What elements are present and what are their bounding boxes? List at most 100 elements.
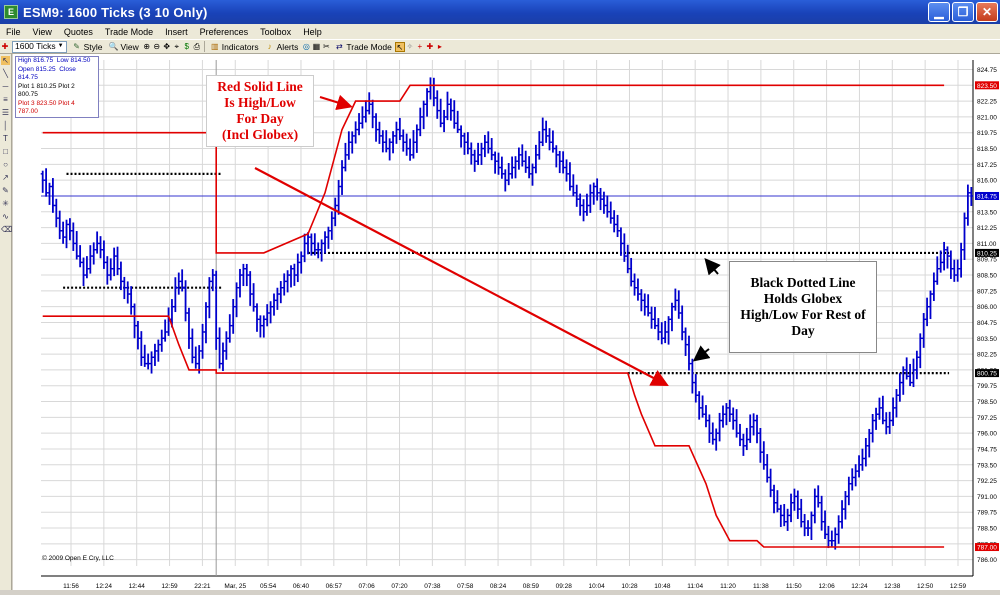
menu-help[interactable]: Help xyxy=(303,26,322,37)
gann-tool-icon[interactable]: ✳ xyxy=(2,199,9,208)
y-tick-label: 811.00 xyxy=(977,241,997,248)
menu-trade-mode[interactable]: Trade Mode xyxy=(104,26,154,37)
red-line-annotation: Red Solid Line Is High/Low For Day (Incl… xyxy=(206,75,314,147)
black-arrow-to-high xyxy=(704,257,721,276)
x-tick-label: 06:57 xyxy=(326,583,343,590)
zoom-in-icon[interactable]: ⊕ xyxy=(143,41,151,51)
scissors-icon[interactable]: ✂ xyxy=(323,41,330,51)
grid-icon[interactable]: ▦ xyxy=(312,41,321,51)
red-arrow-to-high xyxy=(319,94,353,111)
y-tick-label: 786.00 xyxy=(977,557,997,564)
channel-tool-icon[interactable]: ≡ xyxy=(3,95,8,104)
menu-insert[interactable]: Insert xyxy=(165,26,188,37)
y-tick-label: 809.75 xyxy=(977,257,997,264)
window-title: ESM9: 1600 Ticks (3 10 Only) xyxy=(23,4,208,20)
y-tick-label: 808.50 xyxy=(977,273,997,280)
ellipse-tool-icon[interactable]: ○ xyxy=(3,160,8,169)
x-tick-label: 07:06 xyxy=(359,583,376,590)
globe-icon[interactable]: ◎ xyxy=(302,41,310,51)
cycle-tool-icon[interactable]: ∿ xyxy=(2,212,9,221)
price-flag xyxy=(975,248,999,257)
price-flag-label: 800.75 xyxy=(977,371,997,378)
trade-mode-button[interactable]: ⇄ Trade Mode xyxy=(331,40,395,53)
pin-icon[interactable]: ✚ xyxy=(1,41,9,51)
fib-tool-icon[interactable]: ☰ xyxy=(1,108,10,117)
interval-label: 1600 Ticks xyxy=(15,41,56,51)
x-tick-label: 06:40 xyxy=(293,583,310,590)
menu-view[interactable]: View xyxy=(32,26,52,37)
menu-toolbox[interactable]: Toolbox xyxy=(260,26,292,37)
cross-icon[interactable]: + xyxy=(417,41,423,51)
star-icon[interactable]: ✧ xyxy=(406,41,414,51)
y-tick-label: 793.50 xyxy=(977,462,997,469)
y-tick-label: 822.25 xyxy=(977,99,997,106)
y-tick-label: 807.25 xyxy=(977,288,997,295)
data-row-plot34: Plot 3 823.50 Plot 4 787.00 xyxy=(18,99,75,116)
alerts-label: Alerts xyxy=(276,41,299,52)
y-tick-label: 821.00 xyxy=(977,114,997,121)
price-flag xyxy=(975,191,999,200)
black-line-annotation: Black Dotted Line Holds Globex High/Low … xyxy=(729,261,877,353)
x-tick-label: 11:50 xyxy=(786,583,802,590)
zoom-icon: 🔍 xyxy=(108,41,119,51)
close-button[interactable]: ✕ xyxy=(976,2,998,22)
y-tick-label: 816.00 xyxy=(977,178,997,185)
crosshair-red-icon[interactable]: ✚ xyxy=(426,41,434,51)
eraser-tool-icon[interactable]: ⌫ xyxy=(1,225,13,234)
zoom-out-icon[interactable]: ⊖ xyxy=(153,41,161,51)
y-tick-label: 788.50 xyxy=(977,526,997,533)
x-tick-label: 12:59 xyxy=(950,583,967,590)
price-flag xyxy=(975,81,999,90)
indicators-icon: ▥ xyxy=(211,41,219,51)
x-tick-label: 10:04 xyxy=(588,583,605,590)
x-tick-label: 12:38 xyxy=(884,583,901,590)
dollar-icon[interactable]: $ xyxy=(184,41,189,51)
y-tick-label: 799.75 xyxy=(977,383,997,390)
cursor-icon[interactable]: ↖ xyxy=(394,41,405,52)
price-flag-label: 814.75 xyxy=(977,193,997,200)
y-tick-label: 819.75 xyxy=(977,130,997,137)
x-tick-label: 12:59 xyxy=(161,583,178,590)
x-tick-label: 07:58 xyxy=(457,583,474,590)
x-tick-label: Mar, 25 xyxy=(224,583,246,590)
drawing-tools-sidebar: ↖ ╲ ─ ≡ ☰ │ T □ ○ ↗ ✎ ✳ ∿ ⌫ xyxy=(0,54,12,590)
price-chart[interactable]: 824.75 823.50 822.25 821.00 819.75 818.50 817.… xyxy=(13,54,1000,590)
restore-button[interactable]: ❐ xyxy=(952,2,974,22)
pencil-tool-icon[interactable]: ✎ xyxy=(2,186,9,195)
rect-tool-icon[interactable]: □ xyxy=(3,147,8,156)
menu-file[interactable]: File xyxy=(6,26,21,37)
y-tick-label: 818.50 xyxy=(977,146,997,153)
toolbar-divider xyxy=(203,41,205,52)
red-arrow-to-low xyxy=(254,167,669,387)
title-bar: E ESM9: 1600 Ticks (3 10 Only) ▁ ❐ ✕ xyxy=(0,0,1000,24)
arrow-tool-icon[interactable]: ↗ xyxy=(2,173,9,182)
y-tick-label: 813.50 xyxy=(977,209,997,216)
alerts-button[interactable]: ♪ Alerts xyxy=(262,40,302,53)
x-tick-label: 09:28 xyxy=(556,583,573,590)
x-tick-label: 12:06 xyxy=(818,583,835,590)
menu-preferences[interactable]: Preferences xyxy=(199,26,249,37)
arrow-right-icon[interactable]: ▸ xyxy=(437,41,442,51)
line-tool-icon[interactable]: ╲ xyxy=(3,69,8,78)
x-tick-label: 12:24 xyxy=(96,583,113,590)
crosshair-icon[interactable]: ⌖ xyxy=(174,41,180,51)
style-button[interactable]: ✎ Style xyxy=(69,40,106,53)
minimize-button[interactable]: ▁ xyxy=(928,2,950,22)
price-flag-label: 823.50 xyxy=(977,83,997,90)
menu-quotes[interactable]: Quotes xyxy=(63,26,93,37)
print-icon[interactable]: ⎙ xyxy=(193,41,200,51)
trade-mode-icon: ⇄ xyxy=(336,41,343,51)
view-button[interactable]: 🔍 View xyxy=(106,40,142,53)
x-tick-label: 11:20 xyxy=(720,583,736,590)
x-tick-label: 12:24 xyxy=(851,583,868,590)
cursor-tool-icon[interactable]: ↖ xyxy=(1,56,10,65)
black-arrow-to-low xyxy=(692,345,711,362)
chevron-down-icon: ▼ xyxy=(57,43,64,49)
interval-select[interactable]: 1600 Ticks ▼ xyxy=(12,40,67,53)
pan-icon[interactable]: ✥ xyxy=(163,41,171,51)
text-tool-icon[interactable]: T xyxy=(3,134,8,143)
indicators-button[interactable]: ▥ Indicators xyxy=(207,40,262,53)
vline-tool-icon[interactable]: │ xyxy=(3,121,8,130)
hline-tool-icon[interactable]: ─ xyxy=(2,82,9,91)
x-tick-label: 10:48 xyxy=(654,583,671,590)
